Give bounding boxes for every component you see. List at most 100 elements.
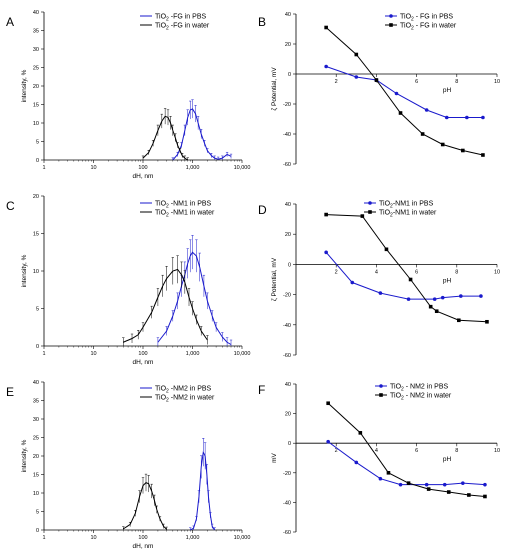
y-tick-label: 20	[33, 194, 39, 200]
x-axis-label: pH	[443, 87, 452, 94]
data-point	[424, 482, 429, 487]
y-tick-label: 35	[33, 29, 39, 35]
legend-entry: TiO2​ -NM2 in water	[140, 395, 215, 404]
legend-label: TiO2​-NM1 in PBS	[379, 201, 434, 210]
series-pbs	[324, 250, 483, 301]
panel-b: B 2 4 6 8 10 -60 -40 -20 0 20 40 pH ζ Potential, mV Ti…	[258, 12, 500, 168]
y-tick-label: 20	[285, 42, 291, 48]
x-tick-label: 10,000	[234, 351, 251, 357]
legend-entry: TiO2​-NM1 in water	[364, 210, 437, 219]
series-line	[326, 214, 487, 323]
legend-label: TiO2​ -NM1 in PBS	[155, 201, 212, 210]
y-tick-label: 15	[33, 103, 39, 109]
series-water	[324, 212, 489, 324]
series-line	[325, 27, 484, 156]
y-tick-label: 40	[33, 10, 39, 16]
data-point	[424, 108, 429, 112]
data-point	[465, 115, 469, 120]
data-point	[360, 214, 365, 218]
legend-label: TiO2​ -NM1 in water	[155, 210, 215, 219]
x-tick-label: 4	[375, 79, 378, 85]
y-tick-label: 0	[36, 344, 39, 350]
y-axis-label: ζ Potential, mV	[271, 257, 278, 301]
y-tick-label: 15	[33, 473, 39, 479]
data-point	[386, 471, 391, 475]
y-tick-label: 0	[36, 158, 39, 164]
legend-label: TiO2​ -NM2 in PBS	[155, 386, 212, 395]
x-tick-label: 6	[415, 448, 418, 454]
data-point	[479, 294, 483, 298]
legend-entry: TiO2​ -NM1 in water	[140, 210, 215, 219]
series-water	[122, 255, 209, 346]
x-tick-label: 1,000	[186, 351, 200, 357]
y-axis-label: intensity, %	[21, 69, 28, 102]
legend-label: TiO2​ - NM2 in water	[390, 393, 452, 402]
series-pbs	[156, 235, 233, 346]
series-line	[327, 402, 485, 497]
legend-label: TiO2​ -FG in water	[155, 23, 210, 32]
legend-marker	[368, 210, 372, 214]
series-line	[172, 108, 232, 161]
series-water	[122, 473, 168, 530]
panel-f: F 2 4 6 8 10 -60 -40 -20 0 20 40 pH mV TiO2​ - NM2 in …	[258, 382, 500, 536]
series-pbs	[171, 99, 233, 161]
y-tick-label: 40	[285, 202, 291, 208]
y-tick-label: -60	[283, 162, 291, 168]
y-tick-label: 5	[36, 510, 39, 516]
x-tick-label: 2	[335, 269, 338, 275]
data-point	[384, 247, 389, 252]
series-pbs	[189, 438, 216, 531]
legend-marker	[379, 393, 383, 397]
series-pbs	[326, 439, 487, 487]
x-tick-label: 100	[138, 351, 147, 357]
legend-label: TiO2​ - NM2 in PBS	[390, 384, 448, 393]
data-point	[354, 75, 359, 79]
y-tick-label: 35	[33, 399, 39, 405]
data-point	[420, 132, 425, 136]
legend-marker	[368, 201, 372, 205]
y-tick-label: 10	[33, 269, 39, 275]
data-point	[481, 153, 485, 157]
x-tick-label: 2	[335, 79, 338, 85]
data-point	[485, 319, 489, 324]
panel-label: D	[258, 203, 267, 217]
y-axis-label: intensity, %	[21, 439, 28, 472]
y-tick-label: -20	[283, 293, 291, 299]
x-axis-label: pH	[443, 456, 452, 463]
x-tick-label: 10	[494, 79, 500, 85]
data-point	[446, 490, 451, 494]
x-tick-label: 10	[494, 448, 500, 454]
x-tick-label: 100	[138, 535, 147, 541]
data-point	[324, 250, 328, 255]
data-point	[378, 291, 383, 295]
data-point	[440, 295, 445, 300]
data-point	[406, 297, 411, 301]
series-line	[189, 450, 216, 531]
panel-c: C 1 10 100 1,000 10,000 0 5 10 15 20 dH, nm intensit…	[6, 194, 250, 366]
x-axis-label: pH	[443, 277, 452, 284]
x-tick-label: 8	[455, 448, 458, 454]
y-axis-label: ζ Potential, mV	[271, 67, 278, 111]
y-tick-label: -20	[283, 102, 291, 108]
panel-e: E 1 10 100 1,000 10,000 0 5 10 15 20 25 30 35 40 dH, nm…	[6, 380, 250, 550]
legend-entry: TiO2​ -NM2 in PBS	[140, 386, 212, 395]
series-line	[325, 66, 483, 118]
panel-label: B	[258, 15, 266, 29]
y-tick-label: -60	[283, 353, 291, 359]
data-point	[432, 297, 437, 301]
y-tick-label: -60	[283, 530, 291, 536]
data-point	[408, 277, 413, 282]
y-tick-label: 20	[285, 232, 291, 238]
x-axis-label: dH, nm	[133, 173, 154, 180]
x-tick-label: 10	[90, 351, 96, 357]
legend-entry: TiO2​ -FG in water	[140, 23, 210, 32]
legend-entry: TiO2​ -NM1 in PBS	[140, 201, 212, 210]
data-point	[426, 487, 431, 491]
data-point	[406, 481, 411, 485]
data-point	[354, 52, 359, 57]
x-tick-label: 10	[494, 269, 500, 275]
data-point	[483, 482, 487, 487]
y-tick-label: -20	[283, 471, 291, 477]
data-point	[324, 25, 328, 30]
